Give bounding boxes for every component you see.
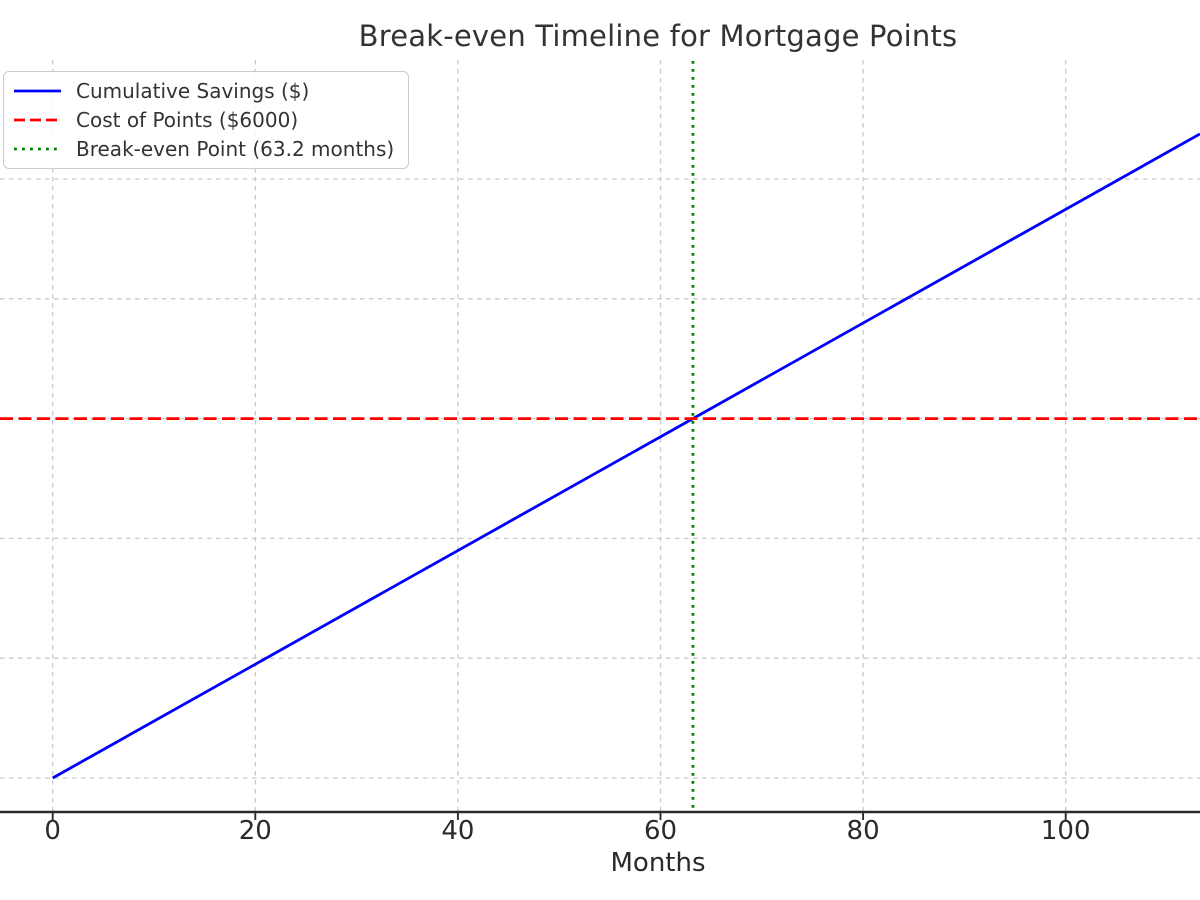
x-tick-label: 20 <box>239 816 272 846</box>
chart-title: Break-even Timeline for Mortgage Points <box>358 19 958 53</box>
legend: Cumulative Savings ($) Cost of Points ($… <box>3 71 409 169</box>
legend-item-cumulative-savings: Cumulative Savings ($) <box>9 76 402 105</box>
cost-line-sample-icon <box>14 118 61 122</box>
legend-label: Cumulative Savings ($) <box>76 78 310 103</box>
x-tick-label: 100 <box>1041 816 1091 846</box>
cumulative-savings-line <box>52 132 1200 780</box>
breakeven-line-sample-icon <box>14 147 61 151</box>
x-tick-label: 80 <box>847 816 880 846</box>
x-axis-label: Months <box>610 848 706 878</box>
legend-label: Cost of Points ($6000) <box>76 107 299 132</box>
savings-line-sample-icon <box>14 89 61 93</box>
x-tick-label: 0 <box>44 816 61 846</box>
x-tick-label: 40 <box>441 816 474 846</box>
legend-label: Break-even Point (63.2 months) <box>76 137 395 162</box>
x-tick-label: 60 <box>644 816 677 846</box>
legend-item-breakeven: Break-even Point (63.2 months) <box>9 135 402 164</box>
legend-item-cost-of-points: Cost of Points ($6000) <box>9 105 402 134</box>
